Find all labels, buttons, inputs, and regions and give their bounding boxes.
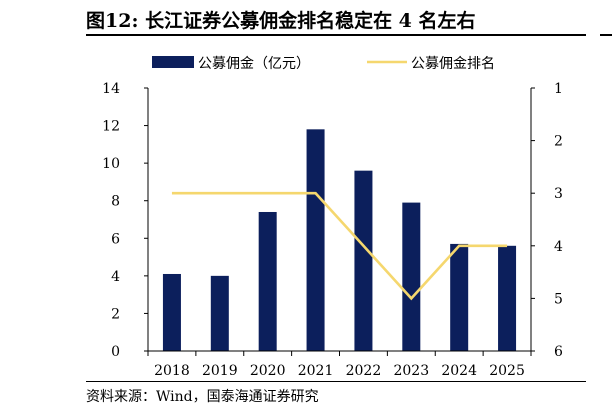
x-tick-label: 2024 xyxy=(441,363,477,379)
bar-series xyxy=(162,129,517,351)
rank-line xyxy=(171,191,508,301)
y-tick-label: 10 xyxy=(102,156,120,172)
footer-rule xyxy=(86,381,586,382)
x-tick-label: 2019 xyxy=(202,363,238,379)
y2-tick-label: 4 xyxy=(554,239,563,255)
y-tick-label: 0 xyxy=(111,344,120,360)
x-tick-label: 2021 xyxy=(298,363,334,379)
legend-swatch-bar xyxy=(152,56,194,68)
x-tick-label: 2025 xyxy=(489,363,525,379)
side-rule xyxy=(600,34,612,36)
y2-tick-label: 6 xyxy=(554,344,563,360)
y-tick-label: 6 xyxy=(111,231,120,247)
bar-2022 xyxy=(354,170,373,351)
y2-tick-label: 1 xyxy=(554,81,563,97)
bar-2024 xyxy=(450,243,469,351)
x-tick-label: 2020 xyxy=(250,363,286,379)
bar-2023 xyxy=(402,202,421,351)
legend: 公募佣金（亿元） 公募佣金排名 xyxy=(152,56,495,72)
y-tick-label: 12 xyxy=(102,119,120,135)
y2-tick-label: 2 xyxy=(554,134,563,150)
legend-label-line: 公募佣金排名 xyxy=(411,56,495,72)
y-tick-label: 2 xyxy=(111,306,120,322)
x-tick-label: 2018 xyxy=(154,363,190,379)
line-series xyxy=(171,191,508,301)
bar-2025 xyxy=(498,245,517,351)
y2-tick-label: 3 xyxy=(554,186,563,202)
x-tick-label: 2022 xyxy=(346,363,382,379)
y-tick-label: 8 xyxy=(111,194,120,210)
y2-tick-label: 5 xyxy=(554,291,563,307)
y-tick-label: 14 xyxy=(102,81,120,97)
y-tick-label: 4 xyxy=(111,269,120,285)
bar-2020 xyxy=(258,211,277,351)
title-rule xyxy=(86,34,586,36)
x-tick-label: 2023 xyxy=(393,363,429,379)
bar-2019 xyxy=(210,275,229,351)
bar-2018 xyxy=(162,273,181,351)
source-note: 资料来源：Wind，国泰海通证券研究 xyxy=(86,389,319,405)
figure-title: 图12: 长江证券公募佣金排名稳定在 4 名左右 xyxy=(86,10,476,32)
bar-2021 xyxy=(306,129,325,351)
legend-label-bar: 公募佣金（亿元） xyxy=(198,56,310,72)
